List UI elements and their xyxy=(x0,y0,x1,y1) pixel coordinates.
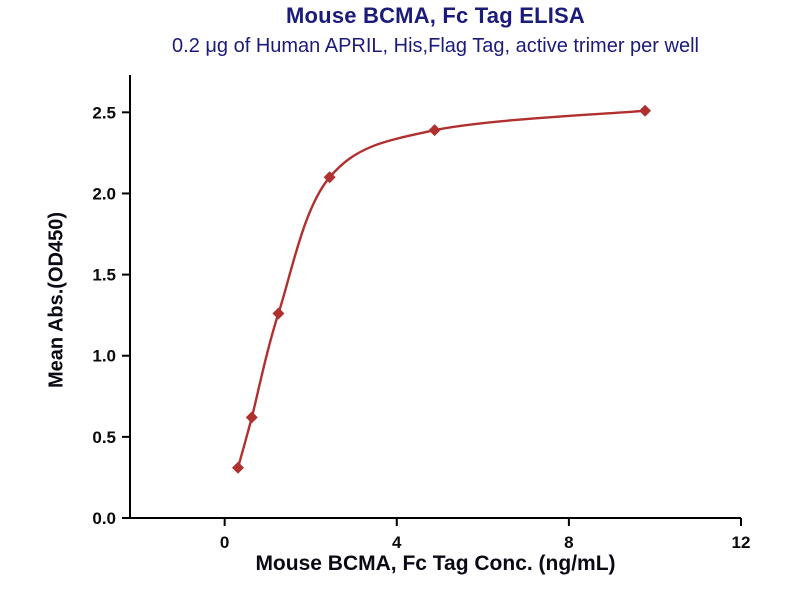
x-tick-label: 12 xyxy=(732,533,751,552)
y-tick-label: 2.5 xyxy=(92,103,116,122)
data-point-marker xyxy=(323,171,336,184)
data-point-marker xyxy=(272,307,285,320)
fit-curve xyxy=(236,109,647,469)
x-tick-label: 4 xyxy=(392,533,402,552)
y-tick-label: 1.0 xyxy=(92,347,116,366)
x-axis-label: Mouse BCMA, Fc Tag Conc. (ng/mL) xyxy=(255,552,616,575)
data-point-marker xyxy=(428,124,441,137)
chart-subtitle: 0.2 μg of Human APRIL, His,Flag Tag, act… xyxy=(172,35,699,57)
y-tick-label: 0.0 xyxy=(92,509,116,528)
y-tick-label: 0.5 xyxy=(92,428,116,447)
data-point-marker xyxy=(245,411,258,424)
y-tick-label: 2.0 xyxy=(92,184,116,203)
x-tick-label: 8 xyxy=(564,533,573,552)
x-tick-label: 0 xyxy=(220,533,229,552)
chart-title: Mouse BCMA, Fc Tag ELISA xyxy=(286,3,585,28)
data-point-marker xyxy=(639,104,652,117)
data-point-marker xyxy=(232,461,245,474)
y-tick-label: 1.5 xyxy=(92,266,116,285)
